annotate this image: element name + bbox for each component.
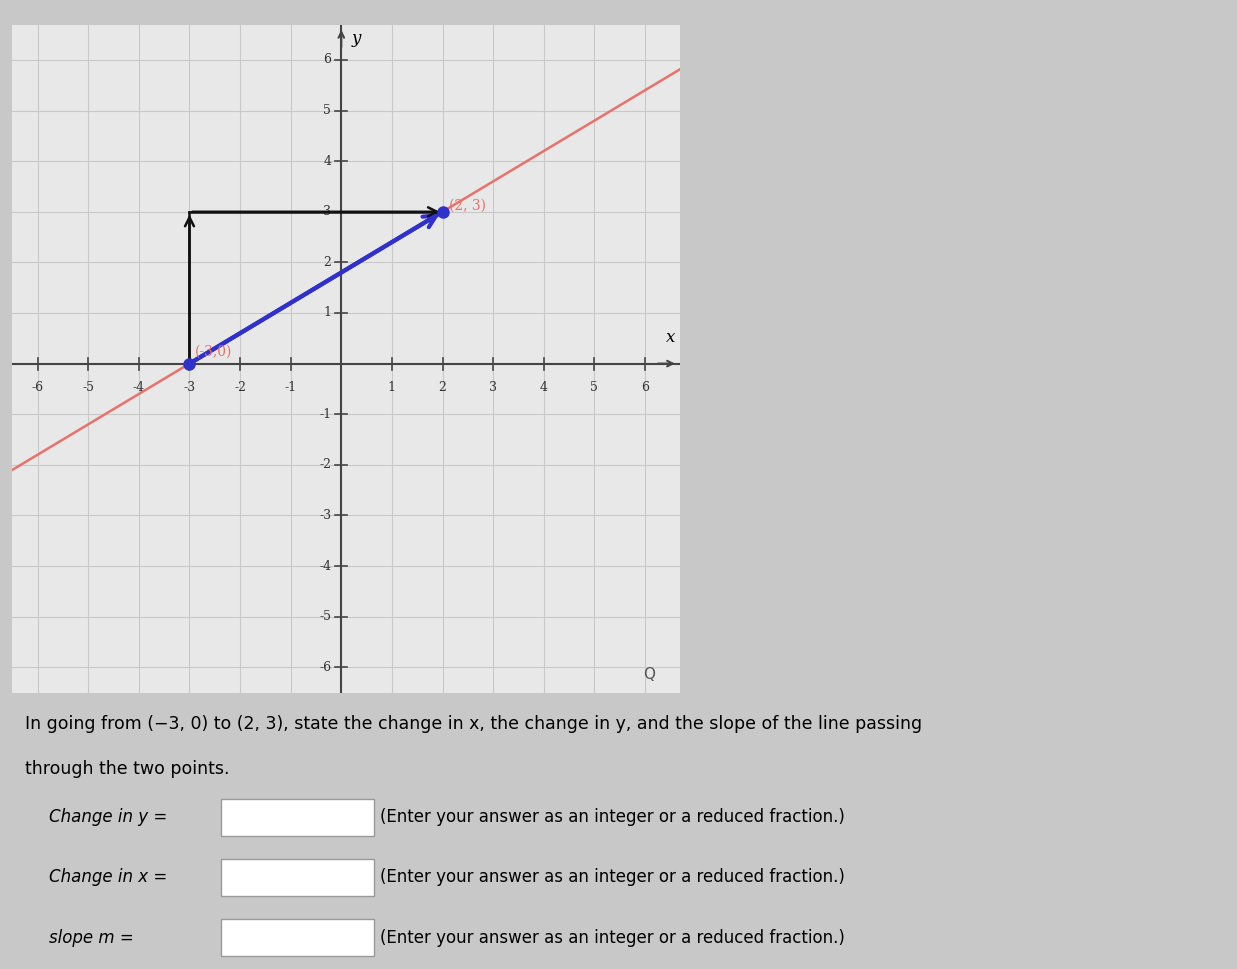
Text: -3: -3 [319,509,332,522]
Text: 3: 3 [489,382,497,394]
Text: 1: 1 [388,382,396,394]
Text: 1: 1 [323,306,332,320]
Text: Change in y =: Change in y = [49,808,167,827]
Text: 2: 2 [439,382,447,394]
Text: -1: -1 [319,408,332,421]
Text: 5: 5 [323,104,332,117]
Text: (-3,0): (-3,0) [194,345,231,359]
Text: x: x [666,328,675,346]
Text: 4: 4 [539,382,548,394]
Text: 4: 4 [323,155,332,168]
Text: -6: -6 [32,382,43,394]
Text: -1: -1 [285,382,297,394]
Text: In going from (−3, 0) to (2, 3), state the change in x, the change in y, and the: In going from (−3, 0) to (2, 3), state t… [25,715,922,734]
Text: -3: -3 [183,382,195,394]
FancyBboxPatch shape [220,920,374,955]
Text: 5: 5 [590,382,599,394]
FancyBboxPatch shape [220,798,374,835]
Text: -5: -5 [319,610,332,623]
Text: (Enter your answer as an integer or a reduced fraction.): (Enter your answer as an integer or a re… [380,868,845,887]
Text: (Enter your answer as an integer or a reduced fraction.): (Enter your answer as an integer or a re… [380,928,845,947]
FancyBboxPatch shape [220,860,374,895]
Text: 3: 3 [323,205,332,218]
Text: -4: -4 [319,559,332,573]
Text: Change in x =: Change in x = [49,868,167,887]
Text: slope m =: slope m = [49,928,134,947]
Text: 6: 6 [641,382,649,394]
Text: -5: -5 [83,382,94,394]
Text: (Enter your answer as an integer or a reduced fraction.): (Enter your answer as an integer or a re… [380,808,845,827]
Text: 2: 2 [323,256,332,268]
Text: through the two points.: through the two points. [25,760,229,778]
Text: 6: 6 [323,53,332,67]
Text: y: y [351,30,361,47]
Text: -2: -2 [234,382,246,394]
Text: -4: -4 [132,382,145,394]
Text: Q: Q [643,668,656,682]
Text: -6: -6 [319,661,332,673]
Text: (2, 3): (2, 3) [449,199,486,212]
Text: -2: -2 [319,458,332,471]
